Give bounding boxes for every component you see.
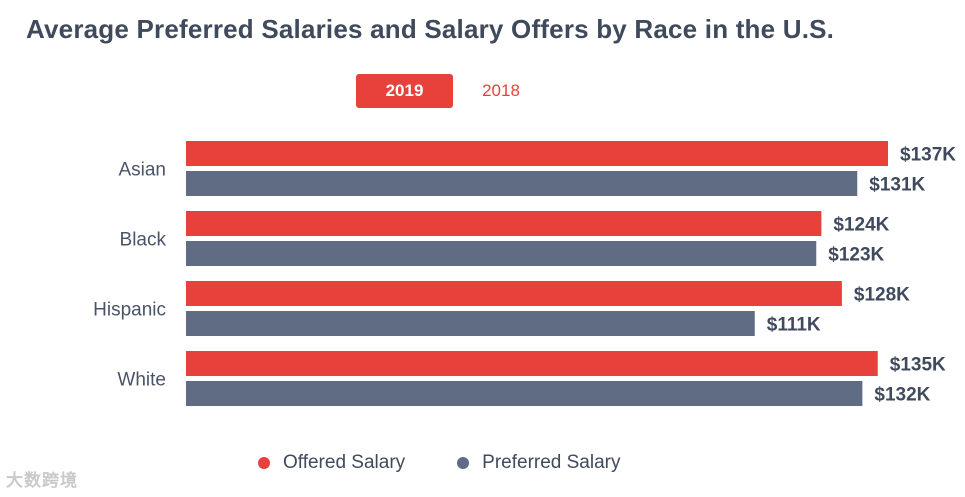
tab-2018[interactable]: 2018	[482, 81, 520, 100]
data-label-offered-hispanic: $128K	[854, 285, 910, 306]
legend-item-offered[interactable]: Offered Salary	[258, 452, 405, 474]
bar-offered-white[interactable]	[186, 351, 878, 376]
bar-chart: Asian $137K $131K Black $124K $123K Hispanic $1…	[93, 141, 956, 406]
legend-label-offered: Offered Salary	[283, 452, 406, 473]
category-label-asian: Asian	[118, 160, 166, 181]
data-label-preferred-asian: $131K	[869, 175, 925, 196]
chart-title: Average Preferred Salaries and Salary Of…	[26, 14, 835, 44]
data-label-offered-asian: $137K	[900, 145, 956, 166]
chart-legend: Offered Salary Preferred Salary	[258, 452, 673, 474]
data-label-offered-black: $124K	[833, 215, 889, 236]
legend-label-preferred: Preferred Salary	[482, 452, 621, 473]
legend-dot-offered-icon	[258, 457, 270, 469]
data-label-preferred-white: $132K	[874, 385, 930, 406]
year-tabs: 2019 2018	[356, 74, 532, 108]
watermark: 大数跨境	[6, 471, 78, 490]
bar-preferred-asian[interactable]	[186, 171, 858, 196]
category-label-black: Black	[120, 230, 167, 251]
data-label-preferred-black: $123K	[828, 245, 884, 266]
bar-preferred-hispanic[interactable]	[186, 311, 755, 336]
legend-item-preferred[interactable]: Preferred Salary	[457, 452, 621, 474]
data-label-offered-white: $135K	[890, 355, 946, 376]
legend-dot-preferred-icon	[457, 457, 470, 469]
category-label-hispanic: Hispanic	[93, 300, 166, 321]
tab-2019[interactable]: 2019	[356, 74, 453, 108]
bar-preferred-white[interactable]	[186, 381, 863, 406]
bar-offered-black[interactable]	[186, 211, 822, 236]
bar-offered-hispanic[interactable]	[186, 281, 842, 306]
bar-offered-asian[interactable]	[186, 141, 888, 166]
bar-preferred-black[interactable]	[186, 241, 817, 266]
category-label-white: White	[117, 370, 166, 391]
data-label-preferred-hispanic: $111K	[767, 315, 821, 336]
